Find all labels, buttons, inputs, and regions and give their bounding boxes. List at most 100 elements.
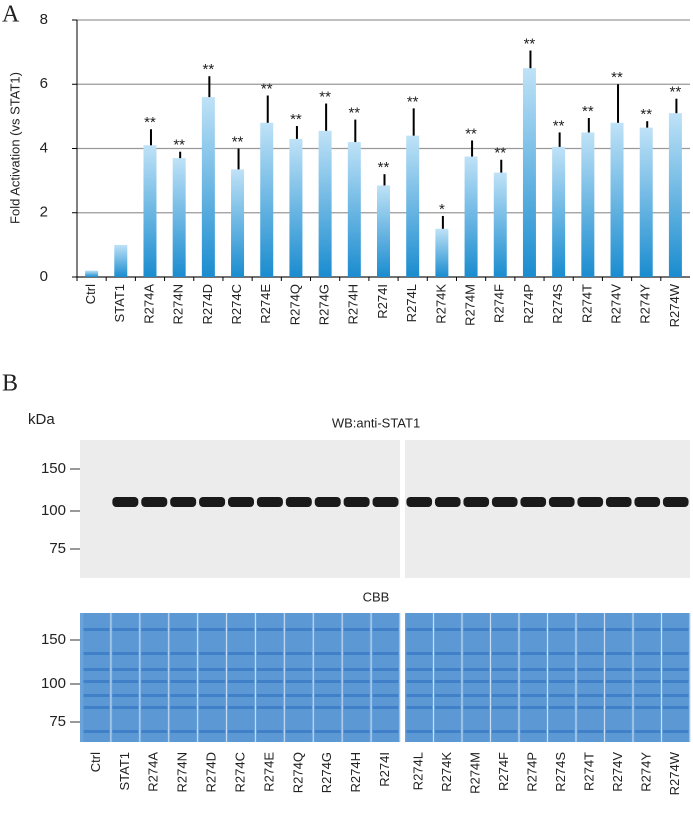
x-tick-label: R274E [258,284,273,324]
gel-lane [605,613,632,742]
gel-band [256,706,283,709]
lane-label: R274T [582,752,597,791]
gel-band [199,628,226,631]
gel-band [112,730,139,733]
protein-band [491,497,518,507]
gel-band [434,652,461,655]
gel-band [227,694,255,697]
x-tick-label: Ctrl [83,284,98,304]
gel-band [141,680,168,683]
gel-band [577,668,604,671]
gel-band [199,652,226,655]
gel-band [605,730,632,733]
gel-band [548,680,575,683]
gel-band [112,694,139,697]
bar [522,68,536,277]
gel-lane [199,613,226,742]
gel-lane [372,613,399,742]
gel-band [141,668,168,671]
gel-band [634,680,661,683]
significance: ** [290,111,302,128]
bar [639,127,653,278]
divider [400,613,405,742]
divider [400,440,405,578]
gel-lane [520,613,547,742]
lane-label: R274P [525,752,540,792]
gel-band [372,730,399,733]
marker-label: 100 [41,502,66,519]
gel-band [434,680,461,683]
gel-band [112,706,139,709]
gel-band [634,652,661,655]
gel-band [227,668,255,671]
gel-band [170,680,197,683]
gel-band [314,652,341,655]
gel-band [227,730,255,733]
blot-title: WB:anti-STAT1 [332,415,420,430]
gel-band [520,628,547,631]
gel-band [605,668,632,671]
bar [289,138,303,277]
bar [610,122,624,277]
significance: ** [144,114,156,131]
significance: ** [261,80,273,97]
gel-band [520,706,547,709]
gel-band [577,652,604,655]
gel-band [662,652,689,655]
gel-band [141,652,168,655]
gel-band [372,652,399,655]
gel-band [256,680,283,683]
gel-lane [112,613,139,742]
lane-label: R274V [610,752,625,792]
gel-band [634,706,661,709]
bar [114,244,128,277]
gel-band [256,694,283,697]
gel-band [491,694,518,697]
panel-label: B [2,371,18,397]
gel-band [577,694,604,697]
gel-band [463,706,490,709]
gel-band [491,628,518,631]
unit-label: kDa [28,411,55,428]
protein-band [548,497,575,507]
protein-band [434,497,461,507]
gel-band [343,730,370,733]
gel-band [170,628,197,631]
gel-band [548,706,575,709]
x-tick-label: R274I [375,284,390,319]
protein-band [256,497,283,507]
gel-band [463,730,490,733]
gel-lane [343,613,370,742]
gel-band [434,628,461,631]
gel-band [256,668,283,671]
lane-label: R274I [377,752,392,787]
y-tick-label: 4 [40,139,48,156]
gel-lane [141,613,168,742]
lane-label: R274S [553,752,568,792]
gel-band [406,706,433,709]
gel-band [520,668,547,671]
gel-lane [548,613,575,742]
lane-label: R274Q [290,752,305,793]
gel-band [314,628,341,631]
lane-label: R274W [667,751,682,795]
gel-band [548,694,575,697]
significance: ** [582,103,594,120]
gel-band [141,694,168,697]
gel-band [372,680,399,683]
gel-band [634,668,661,671]
protein-band [227,497,255,507]
gel-band [372,628,399,631]
gel-band [199,694,226,697]
x-tick-label: STAT1 [112,284,127,323]
lane-label: R274H [348,752,363,792]
gel-lane [634,613,661,742]
blot-title: CBB [363,589,390,604]
bar [172,158,186,277]
gel-lane [256,613,283,742]
bar [377,185,390,277]
gel-lane [170,613,197,742]
gel-band [605,680,632,683]
gel-lane [577,613,604,742]
lane-label: R274Y [639,752,654,792]
